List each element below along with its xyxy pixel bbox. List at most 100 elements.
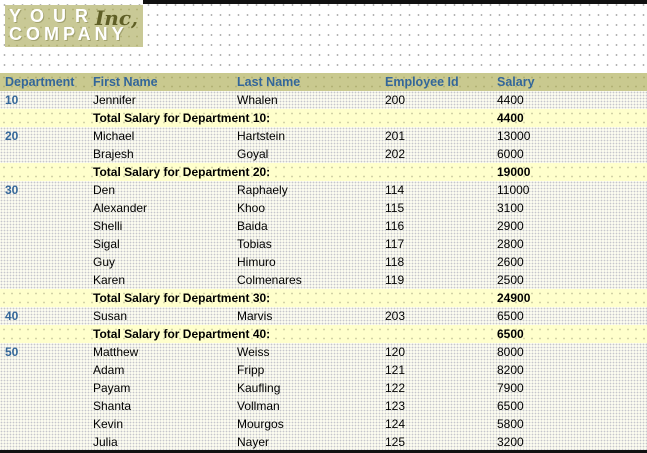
total-row: Total Salary for Department 30: 24900 xyxy=(0,289,647,307)
total-value: 24900 xyxy=(497,291,531,305)
last-name-cell: Mourgos xyxy=(237,417,284,431)
department-cell: 20 xyxy=(5,129,19,143)
last-name-cell: Nayer xyxy=(237,435,270,449)
first-name-cell: Sigal xyxy=(93,237,120,251)
company-logo: YOUR COMPANY Inc, xyxy=(5,5,143,47)
table-row: 30 Den Raphaely 114 11000 xyxy=(0,181,647,199)
employee-id-cell: 120 xyxy=(385,345,406,359)
table-row: Shelli Baida 116 2900 xyxy=(0,217,647,235)
column-header-salary: Salary xyxy=(497,75,535,89)
table-header-row: Department First Name Last Name Employee… xyxy=(0,73,647,91)
column-header-department: Department xyxy=(5,75,75,89)
first-name-cell: Payam xyxy=(93,381,131,395)
table-row: Brajesh Goyal 202 6000 xyxy=(0,145,647,163)
table-row: Alexander Khoo 115 3100 xyxy=(0,199,647,217)
last-name-cell: Hartstein xyxy=(237,129,286,143)
table-row: Kevin Mourgos 124 5800 xyxy=(0,415,647,433)
table-body: 10 Jennifer Whalen 200 4400 Total Salary for … xyxy=(0,91,647,451)
table-row: Julia Nayer 125 3200 xyxy=(0,433,647,451)
last-name-cell: Baida xyxy=(237,219,268,233)
employee-id-cell: 116 xyxy=(385,219,405,233)
table-row: 50 Matthew Weiss 120 8000 xyxy=(0,343,647,361)
top-rule xyxy=(143,0,647,4)
column-header-employee-id: Employee Id xyxy=(385,75,459,89)
total-label: Total Salary for Department 40: xyxy=(93,327,271,341)
total-label: Total Salary for Department 10: xyxy=(93,111,271,125)
first-name-cell: Den xyxy=(93,183,116,197)
last-name-cell: Himuro xyxy=(237,255,276,269)
salary-cell: 2500 xyxy=(497,273,524,287)
salary-cell: 13000 xyxy=(497,129,531,143)
bottom-rule xyxy=(0,450,647,453)
salary-cell: 2900 xyxy=(497,219,524,233)
employee-id-cell: 117 xyxy=(385,237,405,251)
last-name-cell: Vollman xyxy=(237,399,280,413)
salary-cell: 6000 xyxy=(497,147,524,161)
total-row: Total Salary for Department 40: 6500 xyxy=(0,325,647,343)
department-cell: 10 xyxy=(5,93,19,107)
first-name-cell: Shanta xyxy=(93,399,132,413)
total-value: 19000 xyxy=(497,165,531,179)
total-label: Total Salary for Department 30: xyxy=(93,291,271,305)
salary-cell: 6500 xyxy=(497,399,524,413)
last-name-cell: Tobias xyxy=(237,237,272,251)
salary-cell: 7900 xyxy=(497,381,524,395)
last-name-cell: Goyal xyxy=(237,147,269,161)
first-name-cell: Guy xyxy=(93,255,116,269)
first-name-cell: Kevin xyxy=(93,417,124,431)
salary-cell: 2600 xyxy=(497,255,524,269)
salary-cell: 8000 xyxy=(497,345,524,359)
first-name-cell: Adam xyxy=(93,363,125,377)
employee-id-cell: 122 xyxy=(385,381,406,395)
last-name-cell: Fripp xyxy=(237,363,265,377)
employee-id-cell: 125 xyxy=(385,435,406,449)
last-name-cell: Kaufling xyxy=(237,381,281,395)
last-name-cell: Whalen xyxy=(237,93,278,107)
last-name-cell: Colmenares xyxy=(237,273,302,287)
employee-id-cell: 200 xyxy=(385,93,406,107)
first-name-cell: Michael xyxy=(93,129,135,143)
first-name-cell: Brajesh xyxy=(93,147,134,161)
department-cell: 40 xyxy=(5,309,19,323)
logo-text-inc: Inc, xyxy=(94,6,138,30)
table-row: 20 Michael Hartstein 201 13000 xyxy=(0,127,647,145)
employee-id-cell: 202 xyxy=(385,147,406,161)
employee-id-cell: 115 xyxy=(385,201,405,215)
first-name-cell: Jennifer xyxy=(93,93,136,107)
employee-id-cell: 114 xyxy=(385,183,405,197)
first-name-cell: Matthew xyxy=(93,345,139,359)
total-row: Total Salary for Department 10: 4400 xyxy=(0,109,647,127)
total-label: Total Salary for Department 20: xyxy=(93,165,271,179)
employee-id-cell: 121 xyxy=(385,363,406,377)
salary-cell: 3200 xyxy=(497,435,524,449)
column-header-last-name: Last Name xyxy=(237,75,301,89)
first-name-cell: Shelli xyxy=(93,219,123,233)
table-row: Payam Kaufling 122 7900 xyxy=(0,379,647,397)
salary-cell: 8200 xyxy=(497,363,524,377)
table-row: 10 Jennifer Whalen 200 4400 xyxy=(0,91,647,109)
first-name-cell: Karen xyxy=(93,273,126,287)
table-row: Karen Colmenares 119 2500 xyxy=(0,271,647,289)
salary-cell: 11000 xyxy=(497,183,530,197)
table-row: 40 Susan Marvis 203 6500 xyxy=(0,307,647,325)
last-name-cell: Raphaely xyxy=(237,183,288,197)
last-name-cell: Khoo xyxy=(237,201,266,215)
first-name-cell: Susan xyxy=(93,309,128,323)
table-row: Shanta Vollman 123 6500 xyxy=(0,397,647,415)
table-row: Adam Fripp 121 8200 xyxy=(0,361,647,379)
salary-cell: 5800 xyxy=(497,417,524,431)
last-name-cell: Marvis xyxy=(237,309,273,323)
total-row: Total Salary for Department 20: 19000 xyxy=(0,163,647,181)
employee-id-cell: 118 xyxy=(385,255,405,269)
department-cell: 50 xyxy=(5,345,19,359)
employee-id-cell: 119 xyxy=(385,273,405,287)
logo-text-your: YOUR xyxy=(9,6,98,26)
total-value: 6500 xyxy=(497,327,524,341)
table-row: Guy Himuro 118 2600 xyxy=(0,253,647,271)
last-name-cell: Weiss xyxy=(237,345,270,359)
salary-cell: 3100 xyxy=(497,201,524,215)
employee-id-cell: 201 xyxy=(385,129,406,143)
salary-cell: 6500 xyxy=(497,309,524,323)
salary-cell: 2800 xyxy=(497,237,524,251)
first-name-cell: Julia xyxy=(93,435,118,449)
